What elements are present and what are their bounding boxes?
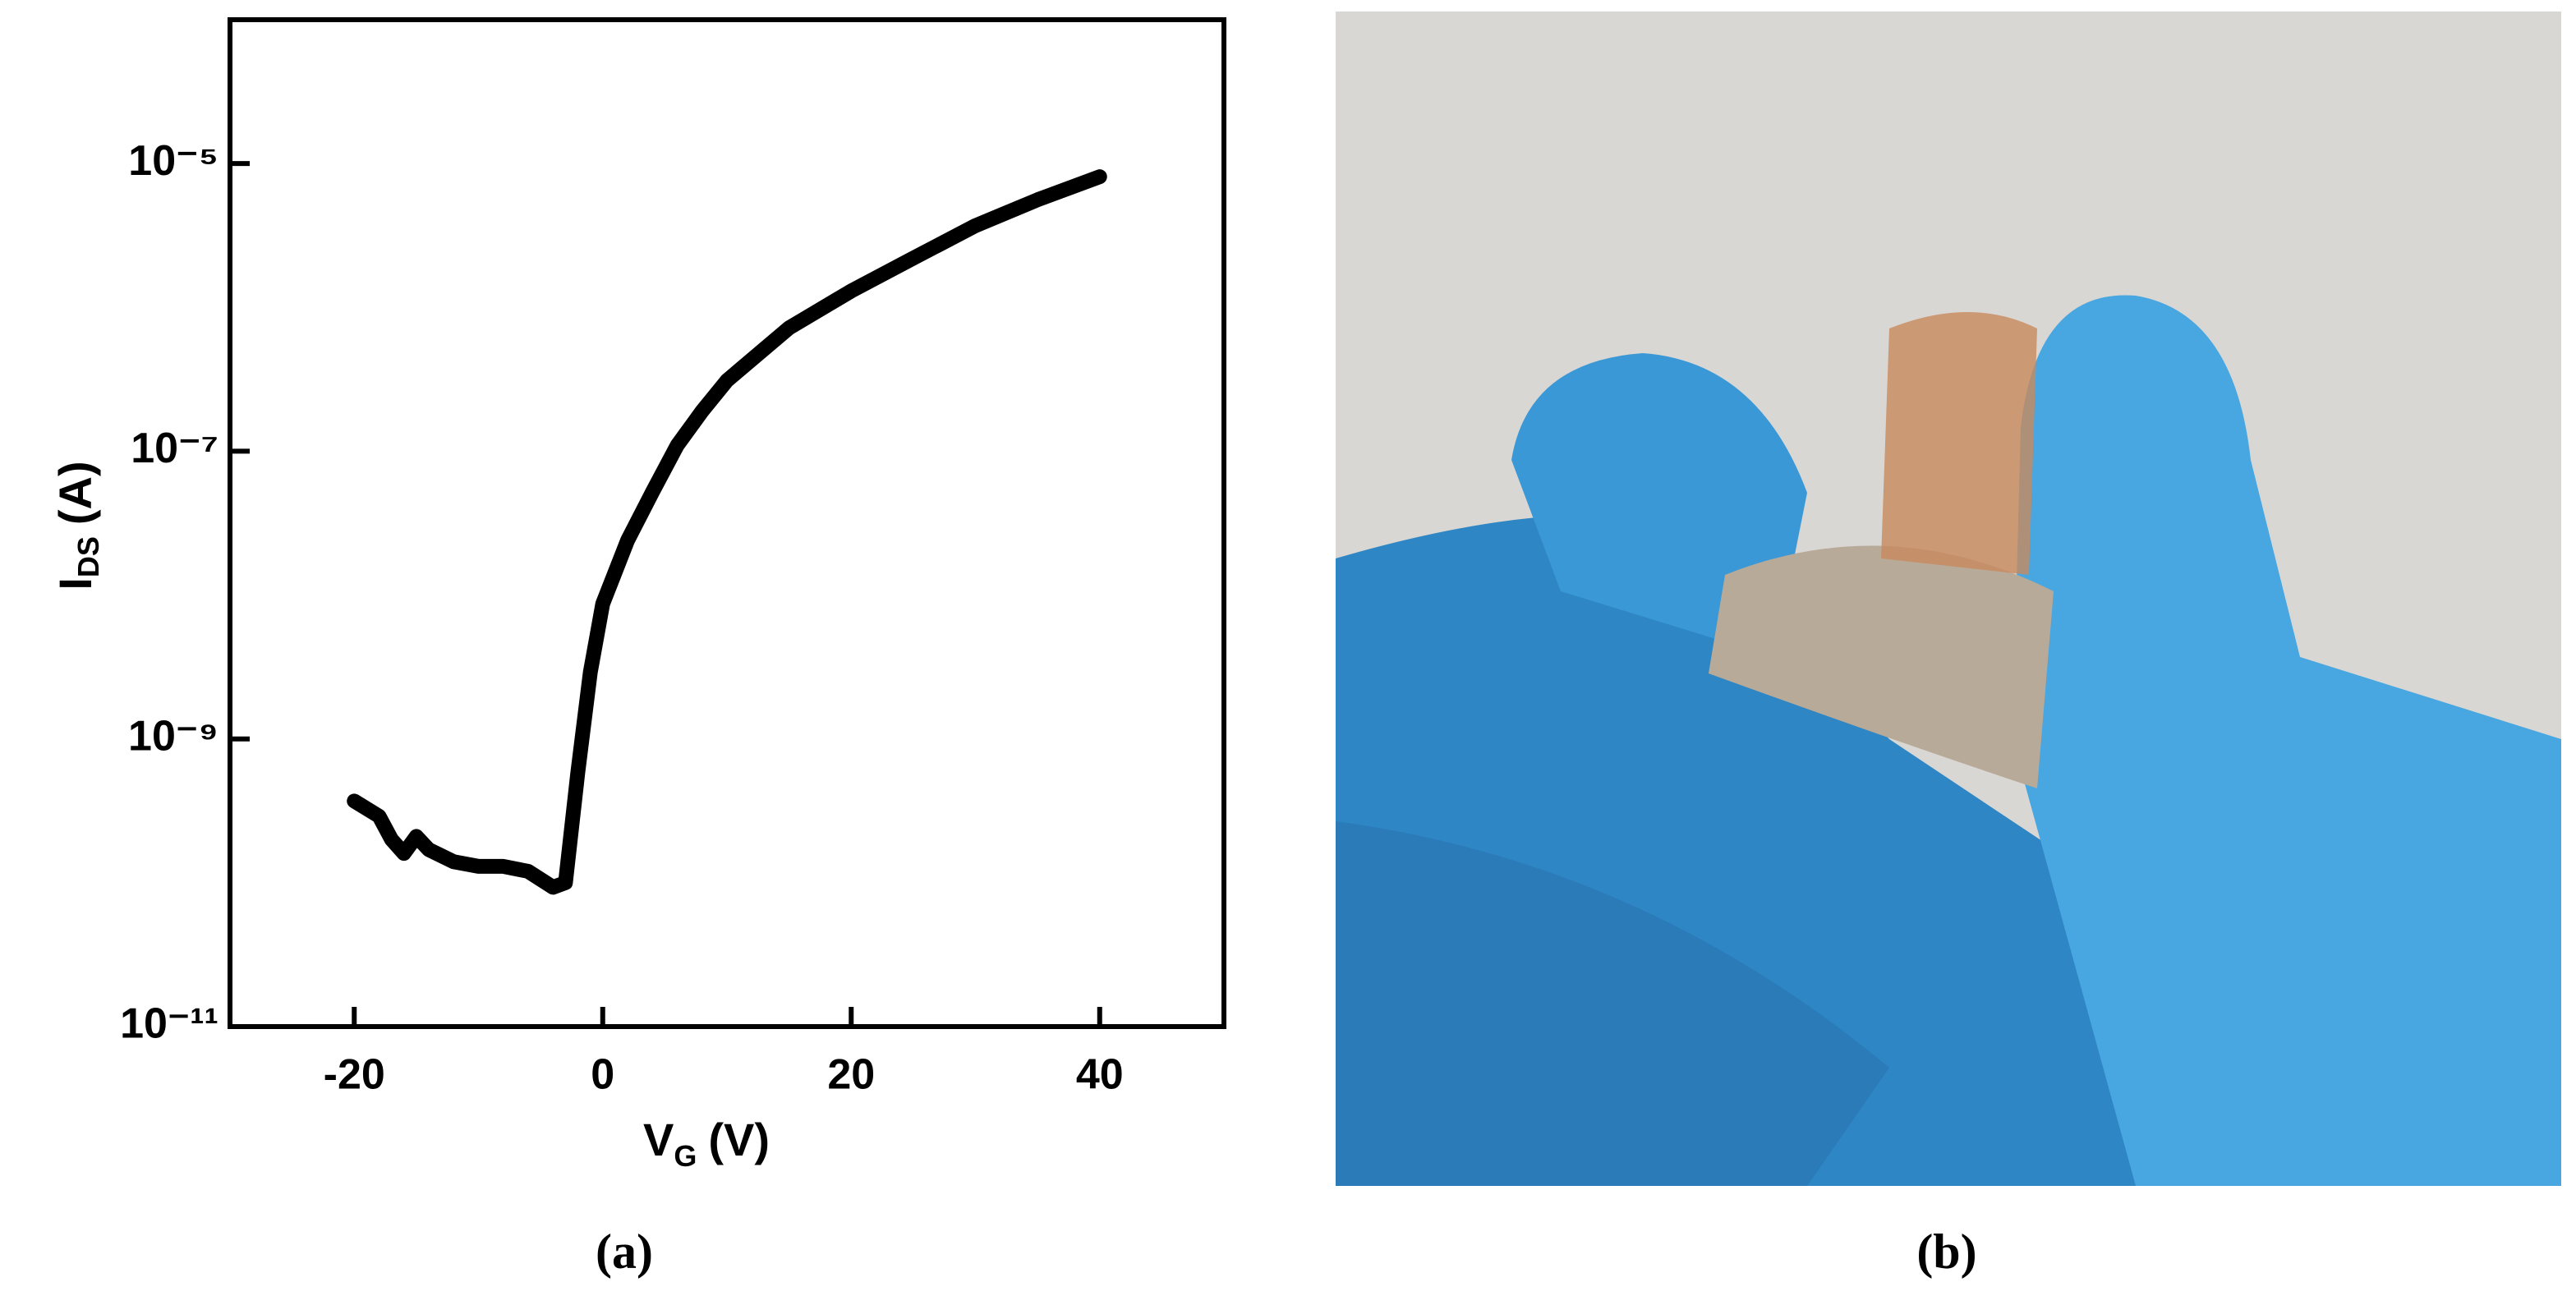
- caption: (b): [1916, 1225, 1976, 1279]
- y-tick-label: 10⁻¹¹: [120, 1000, 218, 1048]
- y-tick-label: 10⁻⁹: [128, 712, 218, 760]
- caption: (a): [596, 1225, 653, 1279]
- x-axis-label: VG (V): [643, 1114, 770, 1173]
- x-tick-label: 0: [591, 1051, 614, 1099]
- plot-frame: [228, 17, 1226, 1029]
- x-tick-label: 40: [1076, 1051, 1124, 1099]
- y-tick-label: 10⁻⁵: [128, 137, 218, 185]
- photo: [1336, 11, 2561, 1186]
- y-axis-label: IDS(A): [49, 461, 105, 590]
- y-tick-label: 10⁻⁷: [131, 425, 218, 472]
- x-tick-label: -20: [324, 1051, 385, 1099]
- x-tick-label: 20: [827, 1051, 875, 1099]
- data-line: [347, 169, 1107, 895]
